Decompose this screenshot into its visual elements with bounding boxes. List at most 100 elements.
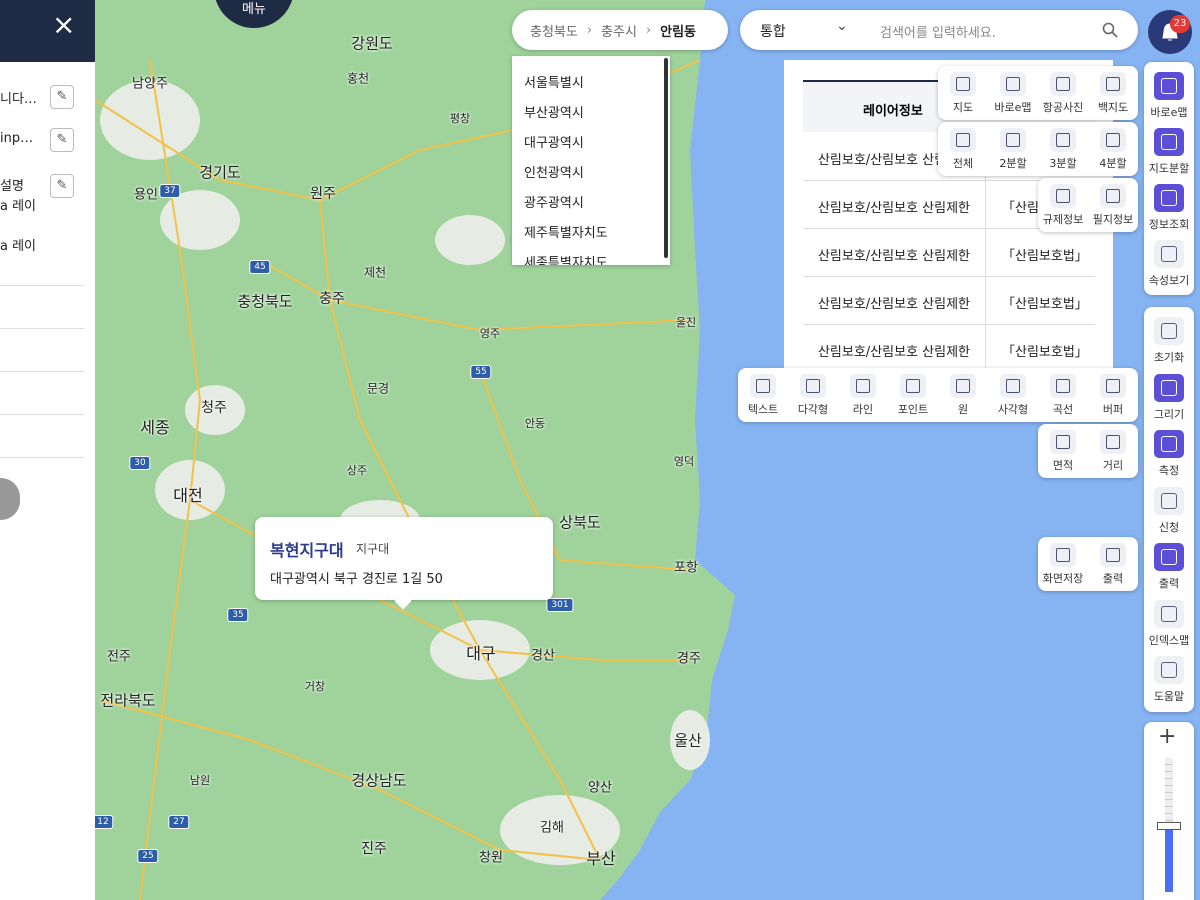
panel-item[interactable]: a 레이 <box>0 199 37 214</box>
table-row <box>803 133 1095 181</box>
separator <box>0 328 84 329</box>
tool-icon <box>1100 71 1126 96</box>
panel-item[interactable]: 설명 <box>0 179 24 194</box>
search-scope[interactable]: 통합 <box>760 24 786 40</box>
tool-button[interactable]: 화면저장 <box>1038 537 1088 591</box>
tool-icon <box>950 71 976 96</box>
panel-item[interactable]: inp… <box>0 131 34 146</box>
tool-label: 필지정보 <box>1092 212 1134 226</box>
tool-button[interactable]: 면적 <box>1038 424 1088 478</box>
panel-item[interactable]: 니다… <box>0 92 37 107</box>
edit-button[interactable]: ✎ <box>50 174 74 198</box>
tool-button[interactable]: 4분할 <box>1088 122 1138 176</box>
road-shield: 301 <box>546 598 574 612</box>
search-input[interactable]: 검색어를 입력하세요. <box>880 26 996 41</box>
sidebar-button[interactable]: 신청 <box>1144 483 1194 540</box>
map-label: 김해 <box>540 820 564 836</box>
zoom-level <box>1165 826 1173 892</box>
map-label: 울진 <box>675 316 697 329</box>
tool-button[interactable]: 거리 <box>1088 424 1138 478</box>
scroll-handle[interactable] <box>0 478 20 520</box>
sidebar-icon <box>1154 656 1184 685</box>
dropdown-caret: ⌄ <box>836 18 848 34</box>
region-option[interactable]: 대구광역시 <box>524 136 584 151</box>
sidebar-button[interactable]: 초기화 <box>1144 313 1194 370</box>
tool-icon <box>1050 373 1076 398</box>
region-option[interactable]: 광주광역시 <box>524 196 584 211</box>
sidebar-label: 정보조회 <box>1148 218 1190 231</box>
zoom-handle[interactable] <box>1157 822 1181 830</box>
map-label: 양산 <box>588 780 612 796</box>
region-option[interactable]: 서울특별시 <box>524 76 584 91</box>
tool-button[interactable]: 전체 <box>938 122 988 176</box>
tool-button[interactable]: 2분할 <box>988 122 1038 176</box>
sidebar-button[interactable]: 출력 <box>1144 539 1194 596</box>
icon-glyph <box>1161 323 1177 340</box>
region-option[interactable]: 제주특별자치도 <box>524 226 608 241</box>
sidebar-label: 신청 <box>1158 520 1180 534</box>
sidebar-label: 초기화 <box>1153 351 1185 365</box>
table-cell: 산림보호/산림보호 산림제한 <box>817 249 971 264</box>
icon-glyph <box>1106 434 1120 449</box>
map-label: 영주 <box>479 327 501 340</box>
tool-icon <box>750 373 776 398</box>
region-option[interactable]: 세종특별자치도 <box>524 256 608 265</box>
measure-toolbar: 면적 거리 <box>1038 424 1138 478</box>
sidebar-button[interactable]: 그리기 <box>1144 370 1194 427</box>
icon-glyph <box>856 378 870 393</box>
left-panel: × 니다… inp… 설명 a 레이 a 레이 ✎ ✎ ✎ <box>0 0 95 900</box>
map-label: 거창 <box>304 680 326 693</box>
scrollbar <box>664 58 668 258</box>
tool-button[interactable]: 포인트 <box>888 368 938 422</box>
edit-button[interactable]: ✎ <box>50 128 74 152</box>
tool-button[interactable]: 필지정보 <box>1088 178 1138 232</box>
sidebar-button[interactable]: 측정 <box>1144 426 1194 483</box>
sidebar-label: 속성보기 <box>1148 274 1190 287</box>
tool-button[interactable]: 텍스트 <box>738 368 788 422</box>
popup-address: 대구광역시 북구 경진로 1길 50 <box>270 572 443 587</box>
region-option[interactable]: 인천광역시 <box>524 166 584 181</box>
tool-button[interactable]: 항공사진 <box>1038 66 1088 120</box>
sidebar-label: 인덱스맵 <box>1148 633 1190 647</box>
region-option[interactable]: 부산광역시 <box>524 106 584 121</box>
tool-button[interactable]: 원 <box>938 368 988 422</box>
crumb-item[interactable]: 충주시 <box>601 24 637 40</box>
sidebar-button[interactable]: 바로e맵 <box>1144 68 1194 124</box>
sidebar-button[interactable]: 지도분할 <box>1144 124 1194 180</box>
sidebar-button[interactable]: 속성보기 <box>1144 236 1194 292</box>
tool-button[interactable]: 바로e맵 <box>988 66 1038 120</box>
table-cell: 산림보호/산림보호 산림제한 <box>817 153 971 168</box>
panel-item[interactable]: a 레이 <box>0 239 37 254</box>
sidebar-icon <box>1154 486 1184 515</box>
road-shield: 30 <box>129 456 151 470</box>
sidebar-button[interactable]: 정보조회 <box>1144 180 1194 236</box>
zoom-control: + <box>1144 722 1194 900</box>
tool-button[interactable]: 라인 <box>838 368 888 422</box>
tool-label: 면적 <box>1052 458 1074 472</box>
search-icon[interactable] <box>1102 22 1118 38</box>
tool-button[interactable]: 다각형 <box>788 368 838 422</box>
separator <box>0 285 84 286</box>
crumb-item[interactable]: 충청북도 <box>530 24 578 40</box>
edit-button[interactable]: ✎ <box>50 85 74 109</box>
sidebar-icon <box>1154 128 1184 156</box>
tool-button[interactable]: 사각형 <box>988 368 1038 422</box>
icon-glyph <box>1056 547 1070 562</box>
icon-glyph <box>1056 378 1070 393</box>
tool-button[interactable]: 곡선 <box>1038 368 1088 422</box>
tool-button[interactable]: 백지도 <box>1088 66 1138 120</box>
sidebar-button[interactable]: 인덱스맵 <box>1144 596 1194 653</box>
tool-button[interactable]: 출력 <box>1088 537 1138 591</box>
icon-glyph <box>1161 436 1177 453</box>
tool-button[interactable]: 지도 <box>938 66 988 120</box>
tool-button[interactable]: 3분할 <box>1038 122 1088 176</box>
tool-button[interactable]: 규제정보 <box>1038 178 1088 232</box>
tool-button[interactable]: 버퍼 <box>1088 368 1138 422</box>
notification-button[interactable]: 23 <box>1148 10 1192 54</box>
sidebar-button[interactable]: 도움말 <box>1144 652 1194 709</box>
zoom-in[interactable]: + <box>1158 724 1177 749</box>
close-button[interactable]: × <box>52 8 76 41</box>
crumb-item[interactable]: 안림동 <box>660 24 697 40</box>
tool-icon <box>1050 71 1076 96</box>
